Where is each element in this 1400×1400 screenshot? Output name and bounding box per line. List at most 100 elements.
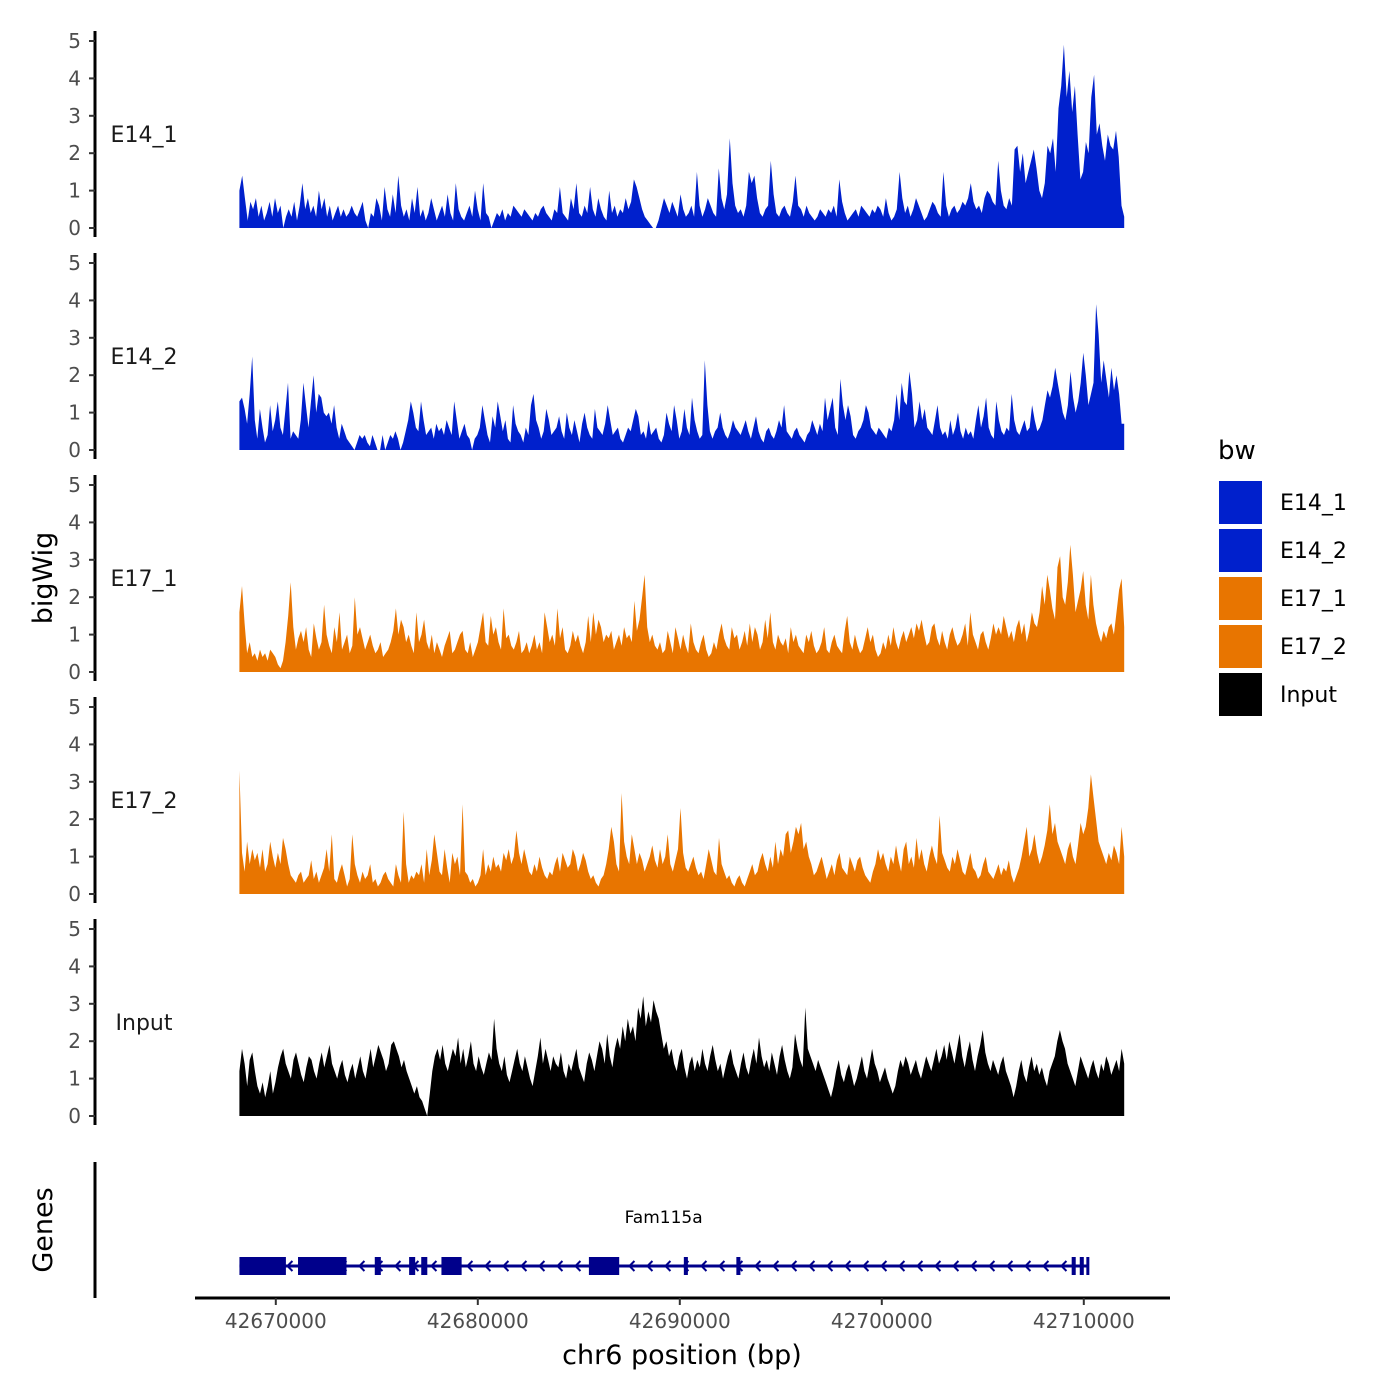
legend-label: Input	[1280, 683, 1337, 708]
strand-arrow	[970, 1260, 978, 1272]
strand-arrow	[898, 1260, 906, 1272]
strand-arrow	[1042, 1260, 1050, 1272]
gene-exon	[239, 1257, 286, 1275]
gene-exon	[736, 1257, 741, 1275]
y-tick-label: 3	[68, 992, 81, 1016]
strand-arrow	[1060, 1260, 1068, 1272]
y-tick-label: 1	[68, 845, 81, 869]
legend-key-E17_2	[1217, 623, 1264, 670]
legend: bw E14_1 E14_2 E17_1 E17_2 Input	[1217, 436, 1347, 718]
y-tick-label: 1	[68, 179, 81, 203]
gene-exon	[421, 1257, 428, 1275]
strand-arrow	[934, 1260, 942, 1272]
y-tick-label: 0	[68, 1104, 81, 1128]
strand-arrow	[502, 1260, 510, 1272]
y-tick-label: 3	[68, 104, 81, 128]
strand-arrow	[826, 1260, 834, 1272]
y-tick-label: 5	[68, 473, 81, 497]
x-tick-label: 42710000	[1033, 1309, 1135, 1333]
y-tick-label: 0	[68, 438, 81, 462]
track-label: E14_1	[111, 123, 178, 148]
track-E14_1: 0 1 2 3 4 5 E14_1	[68, 29, 1125, 240]
strand-arrow	[358, 1260, 366, 1272]
strand-arrow	[700, 1260, 708, 1272]
strand-arrow	[880, 1260, 888, 1272]
strand-arrow	[1006, 1260, 1014, 1272]
gene-exon	[588, 1257, 620, 1275]
strand-arrow	[430, 1260, 438, 1272]
strand-arrow	[484, 1260, 492, 1272]
y-tick-label: 2	[68, 585, 81, 609]
gene-exon	[374, 1257, 381, 1275]
legend-label: E17_1	[1280, 587, 1347, 612]
y-tick-label: 5	[68, 29, 81, 53]
y-tick-label: 4	[68, 510, 81, 534]
track-label: E17_1	[111, 567, 178, 592]
y-tick-label: 2	[68, 1029, 81, 1053]
legend-title: bw	[1218, 436, 1256, 466]
gene-exon	[683, 1257, 688, 1275]
x-tick-label: 42690000	[629, 1309, 731, 1333]
strand-arrow	[916, 1260, 924, 1272]
strand-arrow	[628, 1260, 636, 1272]
strand-arrow	[790, 1260, 798, 1272]
track-E17_1: 0 1 2 3 4 5 E17_1	[68, 473, 1125, 684]
legend-key-Input	[1217, 671, 1264, 718]
track-label: E14_2	[111, 345, 178, 370]
strand-arrow	[988, 1260, 996, 1272]
x-tick-label: 42700000	[831, 1309, 933, 1333]
x-axis-title: chr6 position (bp)	[562, 1340, 802, 1371]
y-axis-title: bigWig	[28, 532, 59, 625]
y-tick-label: 0	[68, 216, 81, 240]
y-tick-label: 4	[68, 732, 81, 756]
gene-track: Fam115a	[93, 1162, 1090, 1298]
gene-exon	[1071, 1257, 1076, 1275]
track-label: Input	[116, 1011, 173, 1036]
strand-arrow	[520, 1260, 528, 1272]
y-tick-label: 1	[68, 1067, 81, 1091]
y-tick-label: 1	[68, 623, 81, 647]
legend-label: E14_2	[1280, 539, 1347, 564]
bigwig-tracks: 0 1 2 3 4 5 E14_1 0 1 2 3 4 5 E14_2 0 1 2 3 4 5 E17_1 0 1 2 3 4 5 E…	[68, 29, 1125, 1128]
track-E17_2: 0 1 2 3 4 5 E17_2	[68, 695, 1125, 906]
legend-key-E14_1	[1217, 479, 1264, 526]
strand-arrow	[862, 1260, 870, 1272]
strand-arrow	[718, 1260, 726, 1272]
strand-arrow	[1024, 1260, 1032, 1272]
y-tick-label: 5	[68, 917, 81, 941]
gene-exon	[409, 1257, 416, 1275]
strand-arrow	[772, 1260, 780, 1272]
strand-arrow	[646, 1260, 654, 1272]
y-tick-label: 2	[68, 141, 81, 165]
strand-arrow	[808, 1260, 816, 1272]
strand-arrow	[394, 1260, 402, 1272]
strand-arrow	[574, 1260, 582, 1272]
strand-arrow	[844, 1260, 852, 1272]
x-tick-label: 42680000	[427, 1309, 529, 1333]
legend-key-E17_1	[1217, 575, 1264, 622]
y-tick-label: 3	[68, 770, 81, 794]
y-tick-label: 4	[68, 66, 81, 90]
legend-label: E14_1	[1280, 491, 1347, 516]
legend-label: E17_2	[1280, 635, 1347, 660]
x-tick-label: 42670000	[225, 1309, 327, 1333]
y-tick-label: 3	[68, 326, 81, 350]
genes-axis-title: Genes	[28, 1187, 59, 1272]
gene-exon	[1079, 1257, 1084, 1275]
strand-arrow	[286, 1260, 294, 1272]
strand-arrow	[664, 1260, 672, 1272]
y-tick-label: 5	[68, 251, 81, 275]
signal-area-E14_1	[239, 44, 1125, 229]
y-tick-label: 3	[68, 548, 81, 572]
signal-area-E14_2	[239, 304, 1125, 450]
signal-area-E17_2	[239, 770, 1125, 894]
signal-area-E17_1	[239, 544, 1125, 672]
strand-arrow	[952, 1260, 960, 1272]
track-label: E17_2	[111, 789, 178, 814]
strand-arrow	[754, 1260, 762, 1272]
legend-key-E14_2	[1217, 527, 1264, 574]
y-tick-label: 0	[68, 882, 81, 906]
track-E14_2: 0 1 2 3 4 5 E14_2	[68, 251, 1125, 462]
strand-arrow	[466, 1260, 474, 1272]
